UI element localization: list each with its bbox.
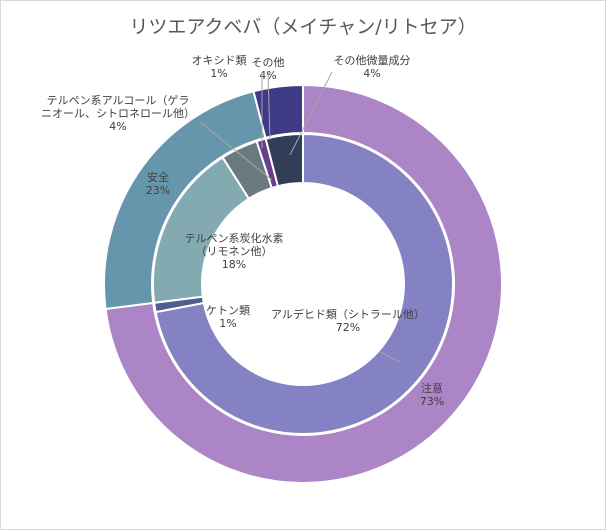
data-label-name: テルペン系炭化水素 <box>185 231 284 245</box>
data-label-percent: 1% <box>219 317 236 330</box>
data-label-percent: 23% <box>146 184 170 197</box>
data-label-name: オキシド類 <box>192 54 247 67</box>
data-label-percent: 72% <box>336 321 360 334</box>
data-label-name: ケトン類 <box>206 304 250 317</box>
data-label-name: その他 <box>252 56 285 69</box>
data-label-name: ニオール、シトロネロール他） <box>41 107 195 120</box>
data-label-percent: 4% <box>109 120 126 133</box>
data-label-percent: 73% <box>420 395 444 408</box>
inner-slice[interactable] <box>154 132 454 435</box>
data-label-name: 安全 <box>147 170 169 184</box>
data-label-name: アルデヒド類（シトラール他） <box>271 307 425 321</box>
leader-line <box>267 71 271 141</box>
chart-title: リツエアクベバ（メイチャン/リトセア） <box>129 16 477 38</box>
data-label-percent: 4% <box>259 69 276 82</box>
leader-line <box>199 121 273 181</box>
leader-line <box>379 351 401 363</box>
leader-line <box>289 71 333 156</box>
data-label-name: その他微量成分 <box>334 53 411 67</box>
data-label-percent: 1% <box>210 67 227 80</box>
data-label-name: （リモネン他） <box>196 245 273 258</box>
data-label-name: テルペン系アルコール（ゲラ <box>47 94 190 107</box>
data-label-percent: 18% <box>222 258 246 271</box>
data-label-percent: 4% <box>363 67 380 80</box>
data-label-name: 注意 <box>421 381 443 395</box>
